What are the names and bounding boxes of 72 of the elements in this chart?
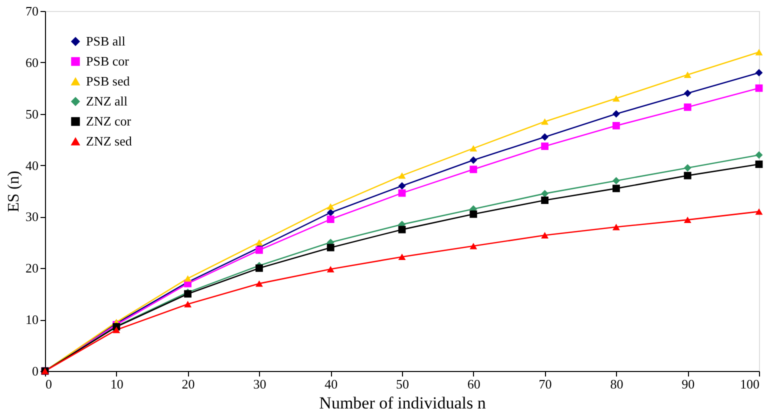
point xyxy=(470,242,478,250)
point xyxy=(184,275,192,282)
point xyxy=(326,266,334,272)
point xyxy=(755,151,763,159)
point xyxy=(684,103,692,111)
x-tick-label: 50 xyxy=(396,376,409,392)
y-tick-label: 50 xyxy=(26,106,38,122)
legend-label: ZNZ cor xyxy=(86,114,132,128)
point xyxy=(541,196,549,204)
point xyxy=(612,110,620,118)
point xyxy=(541,118,549,125)
point xyxy=(755,208,763,215)
point xyxy=(184,300,192,308)
point xyxy=(684,164,692,172)
point xyxy=(684,216,692,224)
point xyxy=(684,72,692,78)
point xyxy=(755,160,763,168)
point xyxy=(612,177,620,184)
y-tick-label: 40 xyxy=(26,158,38,173)
y-tick-label: 70 xyxy=(26,4,38,18)
point xyxy=(470,156,478,164)
point xyxy=(326,208,334,216)
point xyxy=(755,48,763,56)
legend-label: ZNZ sed xyxy=(86,134,132,148)
point xyxy=(541,142,549,150)
y-tick-label: 20 xyxy=(26,260,38,276)
point xyxy=(470,145,478,152)
x-tick-label: 60 xyxy=(467,376,480,392)
legend-label: PSB sed xyxy=(86,74,130,88)
y-tick-label: 30 xyxy=(26,209,38,224)
y-tick-label: 10 xyxy=(26,312,38,328)
point xyxy=(541,133,549,141)
x-tick-label: 10 xyxy=(110,376,124,392)
y-tick-label: 60 xyxy=(26,54,38,70)
x-tick-label: 30 xyxy=(253,376,266,392)
y-axis-title: ES (n) xyxy=(6,170,22,212)
point xyxy=(684,172,692,180)
point xyxy=(255,239,263,246)
point xyxy=(398,226,406,234)
x-tick-label: 40 xyxy=(324,376,338,392)
legend-label: PSB all xyxy=(86,34,126,48)
x-axis-title: Number of individuals n xyxy=(319,394,486,412)
point xyxy=(612,224,620,230)
point xyxy=(112,326,120,334)
point xyxy=(255,246,263,254)
legend-label: ZNZ all xyxy=(86,94,128,108)
point xyxy=(326,216,334,223)
x-tick-label: 100 xyxy=(740,376,760,392)
point xyxy=(470,210,478,218)
x-tick-label: 70 xyxy=(538,376,552,392)
x-tick-label: 90 xyxy=(682,376,695,392)
point xyxy=(326,244,334,252)
x-tick-label: 20 xyxy=(182,376,195,392)
point xyxy=(470,166,478,174)
x-tick-label: 0 xyxy=(46,376,52,392)
point xyxy=(684,90,692,97)
x-tick-label: 80 xyxy=(610,376,624,392)
point xyxy=(612,184,620,192)
point xyxy=(541,232,549,238)
point xyxy=(398,189,406,197)
point xyxy=(755,84,763,92)
point xyxy=(255,280,263,287)
point xyxy=(398,182,406,190)
point xyxy=(326,203,334,210)
point xyxy=(612,122,620,130)
point xyxy=(398,254,406,260)
point xyxy=(612,95,620,102)
legend-label: PSB cor xyxy=(86,54,130,68)
y-tick-label: 0 xyxy=(32,364,38,378)
point xyxy=(541,190,549,198)
point xyxy=(255,264,263,272)
point xyxy=(398,172,406,179)
